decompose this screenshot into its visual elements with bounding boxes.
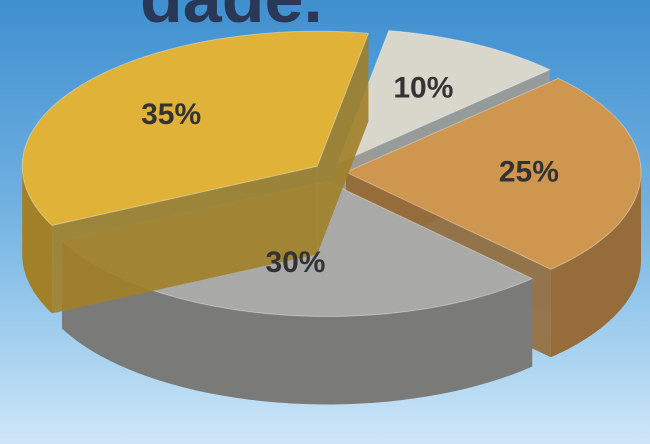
- data-label: 35%: [141, 98, 201, 131]
- slice-side: [22, 166, 53, 314]
- chart-title: dade.: [140, 0, 323, 37]
- slice-side: [62, 240, 533, 405]
- slice-top: [336, 30, 551, 165]
- data-label: 10%: [393, 72, 453, 105]
- data-label: 25%: [499, 156, 559, 189]
- slice: [21, 30, 370, 314]
- slice-cut: [317, 33, 369, 255]
- data-label: 30%: [265, 246, 325, 279]
- slice-cut: [52, 166, 318, 314]
- slice-top: [344, 77, 642, 270]
- slice-top: [21, 30, 370, 226]
- slice-side: [550, 172, 641, 358]
